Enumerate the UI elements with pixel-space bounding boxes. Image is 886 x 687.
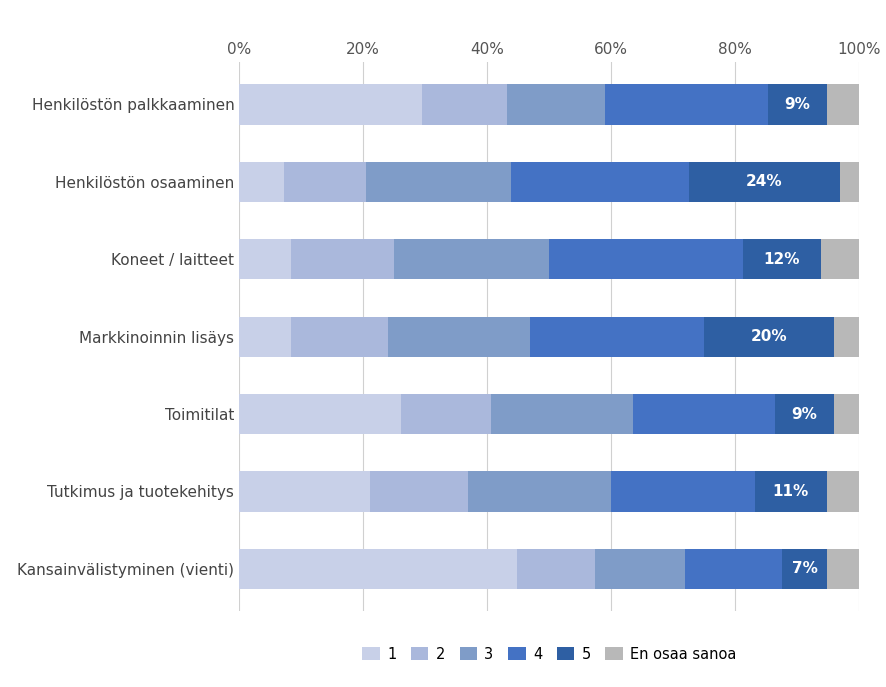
Text: 7%: 7%: [791, 561, 818, 576]
Bar: [239, 471, 369, 512]
Bar: [388, 317, 530, 357]
Bar: [820, 239, 859, 280]
Bar: [549, 239, 743, 280]
Bar: [743, 239, 820, 280]
Text: 12%: 12%: [764, 251, 800, 267]
Bar: [834, 317, 859, 357]
Bar: [595, 549, 685, 589]
Bar: [688, 161, 841, 202]
Bar: [827, 471, 859, 512]
Text: 9%: 9%: [791, 407, 818, 422]
Bar: [755, 471, 827, 512]
Bar: [422, 85, 507, 124]
Bar: [491, 394, 633, 434]
Bar: [633, 394, 775, 434]
Bar: [507, 85, 605, 124]
Bar: [704, 317, 834, 357]
Text: 24%: 24%: [746, 174, 783, 190]
Bar: [768, 85, 827, 124]
Bar: [517, 549, 595, 589]
Bar: [239, 161, 284, 202]
Bar: [511, 161, 688, 202]
Bar: [828, 549, 859, 589]
Bar: [239, 549, 517, 589]
Bar: [400, 394, 491, 434]
Text: 9%: 9%: [784, 97, 811, 112]
Bar: [239, 239, 291, 280]
Text: 11%: 11%: [773, 484, 809, 499]
Bar: [775, 394, 834, 434]
Bar: [611, 471, 755, 512]
Bar: [366, 161, 511, 202]
Bar: [781, 549, 828, 589]
Bar: [827, 85, 859, 124]
Bar: [284, 161, 366, 202]
Bar: [239, 85, 422, 124]
Bar: [834, 394, 859, 434]
Bar: [369, 471, 468, 512]
Bar: [291, 239, 394, 280]
Text: 20%: 20%: [750, 329, 788, 344]
Bar: [841, 161, 859, 202]
Bar: [239, 317, 291, 357]
Bar: [685, 549, 781, 589]
Bar: [605, 85, 768, 124]
Bar: [394, 239, 549, 280]
Legend: 1, 2, 3, 4, 5, En osaa sanoa: 1, 2, 3, 4, 5, En osaa sanoa: [356, 641, 742, 667]
Bar: [468, 471, 611, 512]
Bar: [291, 317, 388, 357]
Bar: [530, 317, 704, 357]
Bar: [239, 394, 400, 434]
